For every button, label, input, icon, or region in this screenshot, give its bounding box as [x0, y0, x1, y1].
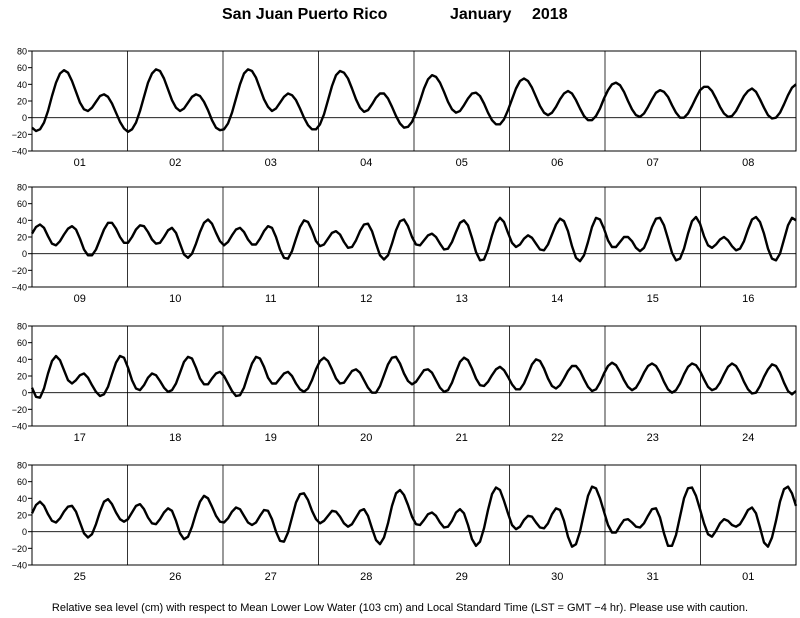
y-tick-label: −40 [12, 283, 27, 293]
tide-curve [31, 68, 797, 134]
panel-3: 80 60 40 20 0 −20 −40 17 18 19 20 21 22 23 24 [12, 322, 797, 444]
chart-title: San Juan Puerto Rico January 2018 [0, 6, 800, 28]
y-tick-label: −40 [12, 561, 27, 571]
y-tick-label: 80 [17, 461, 27, 471]
y-tick-label: 0 [22, 113, 27, 123]
y-tick-label: 40 [17, 494, 27, 504]
day-label: 13 [456, 293, 468, 305]
day-label: 02 [169, 157, 181, 169]
tide-curve [30, 485, 798, 548]
panel-2: 80 60 40 20 0 −20 −40 09 10 11 12 13 14 15 16 [12, 183, 797, 305]
day-label: 26 [169, 571, 181, 583]
day-label: 16 [742, 293, 754, 305]
day-label: 09 [74, 293, 86, 305]
y-tick-label: 20 [17, 511, 27, 521]
y-tick-label: 0 [22, 527, 27, 537]
y-tick-label: 80 [17, 183, 27, 193]
title-month: January [450, 6, 512, 23]
y-tick-label: 80 [17, 322, 27, 332]
y-tick-label: −40 [12, 422, 27, 432]
tide-curve [30, 215, 797, 263]
day-label: 27 [265, 571, 277, 583]
y-tick-label: 40 [17, 355, 27, 365]
title-year: 2018 [532, 6, 568, 23]
day-label: 20 [360, 432, 372, 444]
y-tick-label: 20 [17, 97, 27, 107]
chart-caption: Relative sea level (cm) with respect to … [51, 602, 749, 614]
day-label: 07 [647, 157, 659, 169]
day-label: 12 [360, 293, 372, 305]
title-location: San Juan Puerto Rico [222, 6, 388, 23]
day-label: 18 [169, 432, 181, 444]
day-label: 04 [360, 157, 372, 169]
day-label: 01 [742, 571, 754, 583]
day-label: 10 [169, 293, 181, 305]
y-tick-label: −20 [12, 544, 27, 554]
y-tick-label: 20 [17, 372, 27, 382]
day-label: 21 [456, 432, 468, 444]
day-label: 08 [742, 157, 754, 169]
day-label: 19 [265, 432, 277, 444]
day-label: 25 [74, 571, 86, 583]
y-tick-label: 80 [17, 47, 27, 57]
day-label: 01 [74, 157, 86, 169]
day-label: 17 [74, 432, 86, 444]
tide-curve [30, 354, 797, 399]
day-label: 23 [647, 432, 659, 444]
y-tick-label: 40 [17, 80, 27, 90]
y-tick-label: 60 [17, 338, 27, 348]
y-tick-label: 0 [22, 249, 27, 259]
y-tick-label: −40 [12, 147, 27, 157]
day-label: 31 [647, 571, 659, 583]
day-label: 14 [551, 293, 563, 305]
panel-1: 80 60 40 20 0 −20 −40 01 02 03 04 05 06 07 08 [12, 47, 797, 169]
tide-chart: 80 60 40 20 0 −20 −40 01 02 03 04 05 06 07 08 80 60 40 20 0… [12, 47, 798, 583]
day-label: 28 [360, 571, 372, 583]
day-label: 11 [265, 293, 276, 305]
day-label: 06 [551, 157, 563, 169]
day-label: 15 [647, 293, 659, 305]
y-tick-label: 0 [22, 388, 27, 398]
y-tick-label: 60 [17, 199, 27, 209]
y-tick-label: −20 [12, 405, 27, 415]
day-label: 22 [551, 432, 563, 444]
day-label: 05 [456, 157, 468, 169]
y-tick-label: 40 [17, 216, 27, 226]
y-tick-label: 20 [17, 233, 27, 243]
y-tick-label: −20 [12, 266, 27, 276]
day-label: 24 [742, 432, 754, 444]
y-tick-label: 60 [17, 477, 27, 487]
y-tick-label: 60 [17, 63, 27, 73]
y-tick-label: −20 [12, 130, 27, 140]
day-label: 03 [265, 157, 277, 169]
day-label: 30 [551, 571, 563, 583]
day-label: 29 [456, 571, 468, 583]
panel-4: 80 60 40 20 0 −20 −40 25 26 27 28 29 30 31 01 [12, 461, 798, 583]
